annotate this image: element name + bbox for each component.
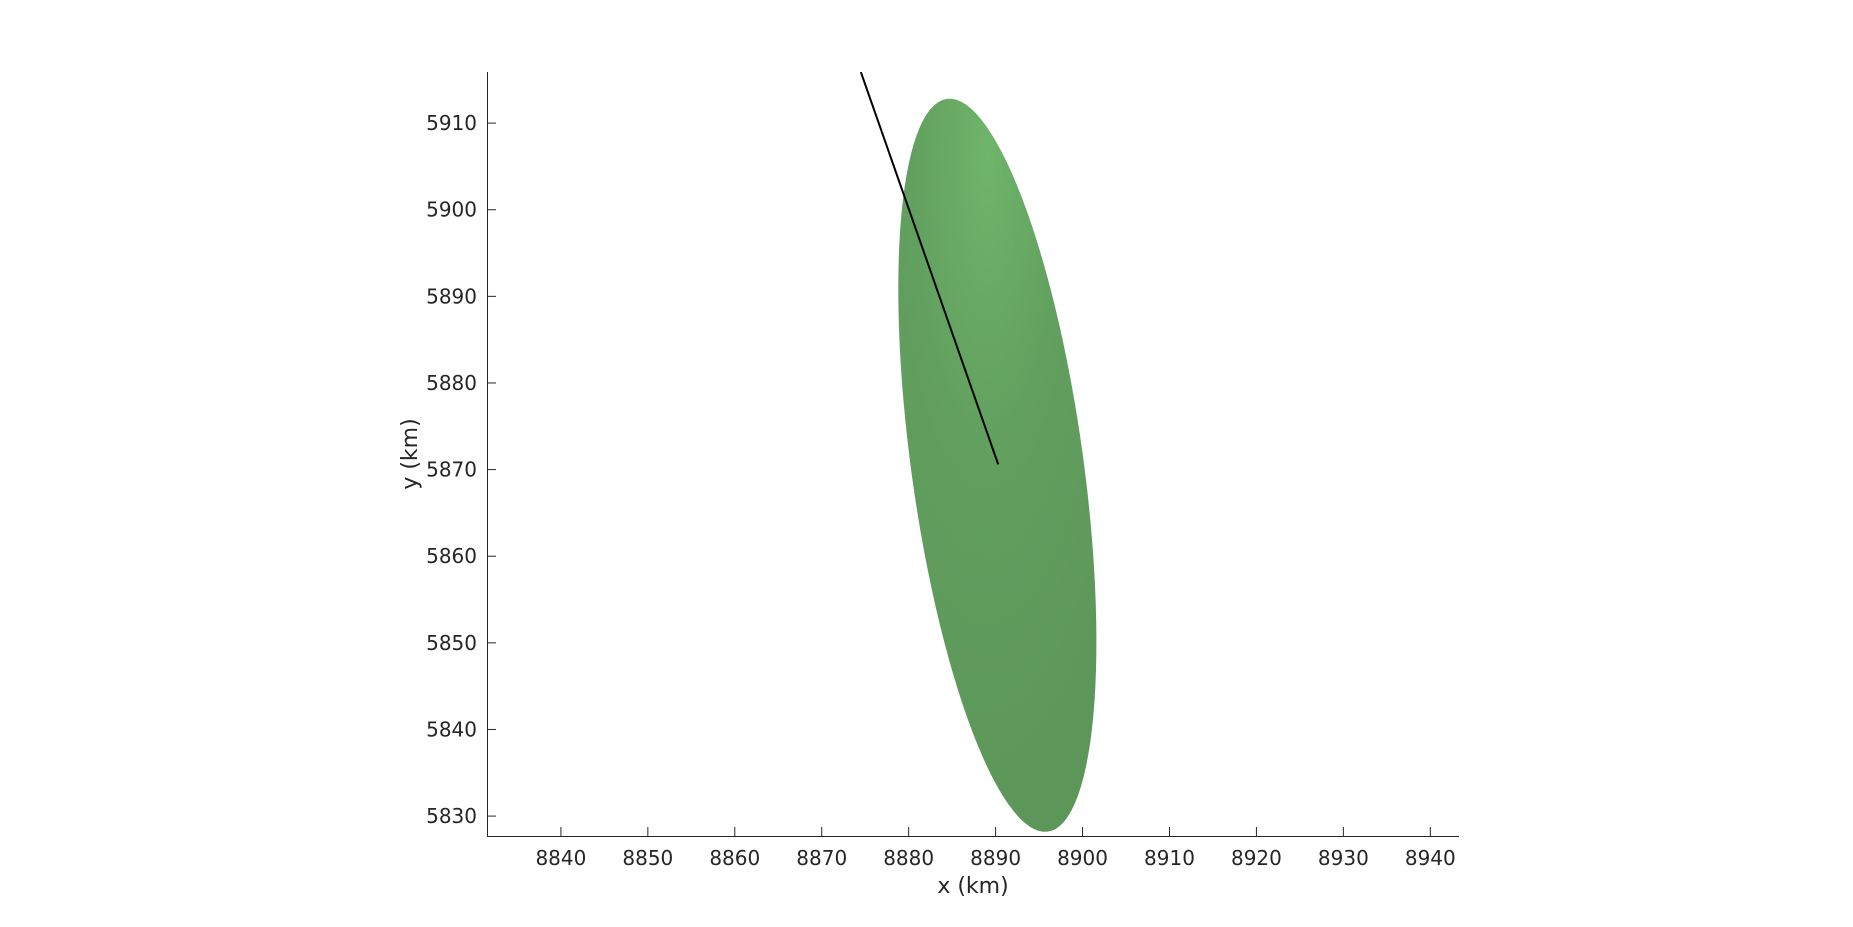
x-tick-label: 8880	[883, 846, 934, 870]
y-axis-ticks: 5830 5840 5850 5860 5870 5880 5890 5900 5910	[426, 111, 496, 828]
x-tick-label: 8840	[535, 846, 586, 870]
x-tick-label: 8920	[1231, 846, 1282, 870]
y-tick-label: 5860	[426, 544, 477, 568]
x-tick-label: 8850	[622, 846, 673, 870]
axes: 8840 8850 8860 8870 8880 8890 8900 8910 8920 8930…	[426, 72, 1459, 870]
x-tick-label: 8940	[1405, 846, 1456, 870]
y-axis-label: y (km)	[398, 418, 423, 489]
x-tick-label: 8860	[709, 846, 760, 870]
y-tick-label: 5850	[426, 631, 477, 655]
y-tick-label: 5870	[426, 458, 477, 482]
y-tick-label: 5880	[426, 371, 477, 395]
plot-area	[859, 72, 1097, 832]
x-tick-label: 8930	[1318, 846, 1369, 870]
y-tick-label: 5890	[426, 284, 477, 308]
uncertainty-ellipse	[898, 98, 1097, 832]
y-tick-label: 5840	[426, 717, 477, 741]
x-tick-label: 8910	[1144, 846, 1195, 870]
x-axis-label: x (km)	[937, 874, 1008, 899]
trajectory-line	[859, 72, 1000, 465]
x-tick-label: 8870	[796, 846, 847, 870]
y-tick-label: 5830	[426, 804, 477, 828]
y-tick-label: 5900	[426, 198, 477, 222]
x-tick-label: 8900	[1057, 846, 1108, 870]
x-axis-ticks: 8840 8850 8860 8870 8880 8890 8900 8910 8920 8930…	[535, 827, 1456, 870]
y-tick-label: 5910	[426, 111, 477, 135]
x-tick-label: 8890	[970, 846, 1021, 870]
